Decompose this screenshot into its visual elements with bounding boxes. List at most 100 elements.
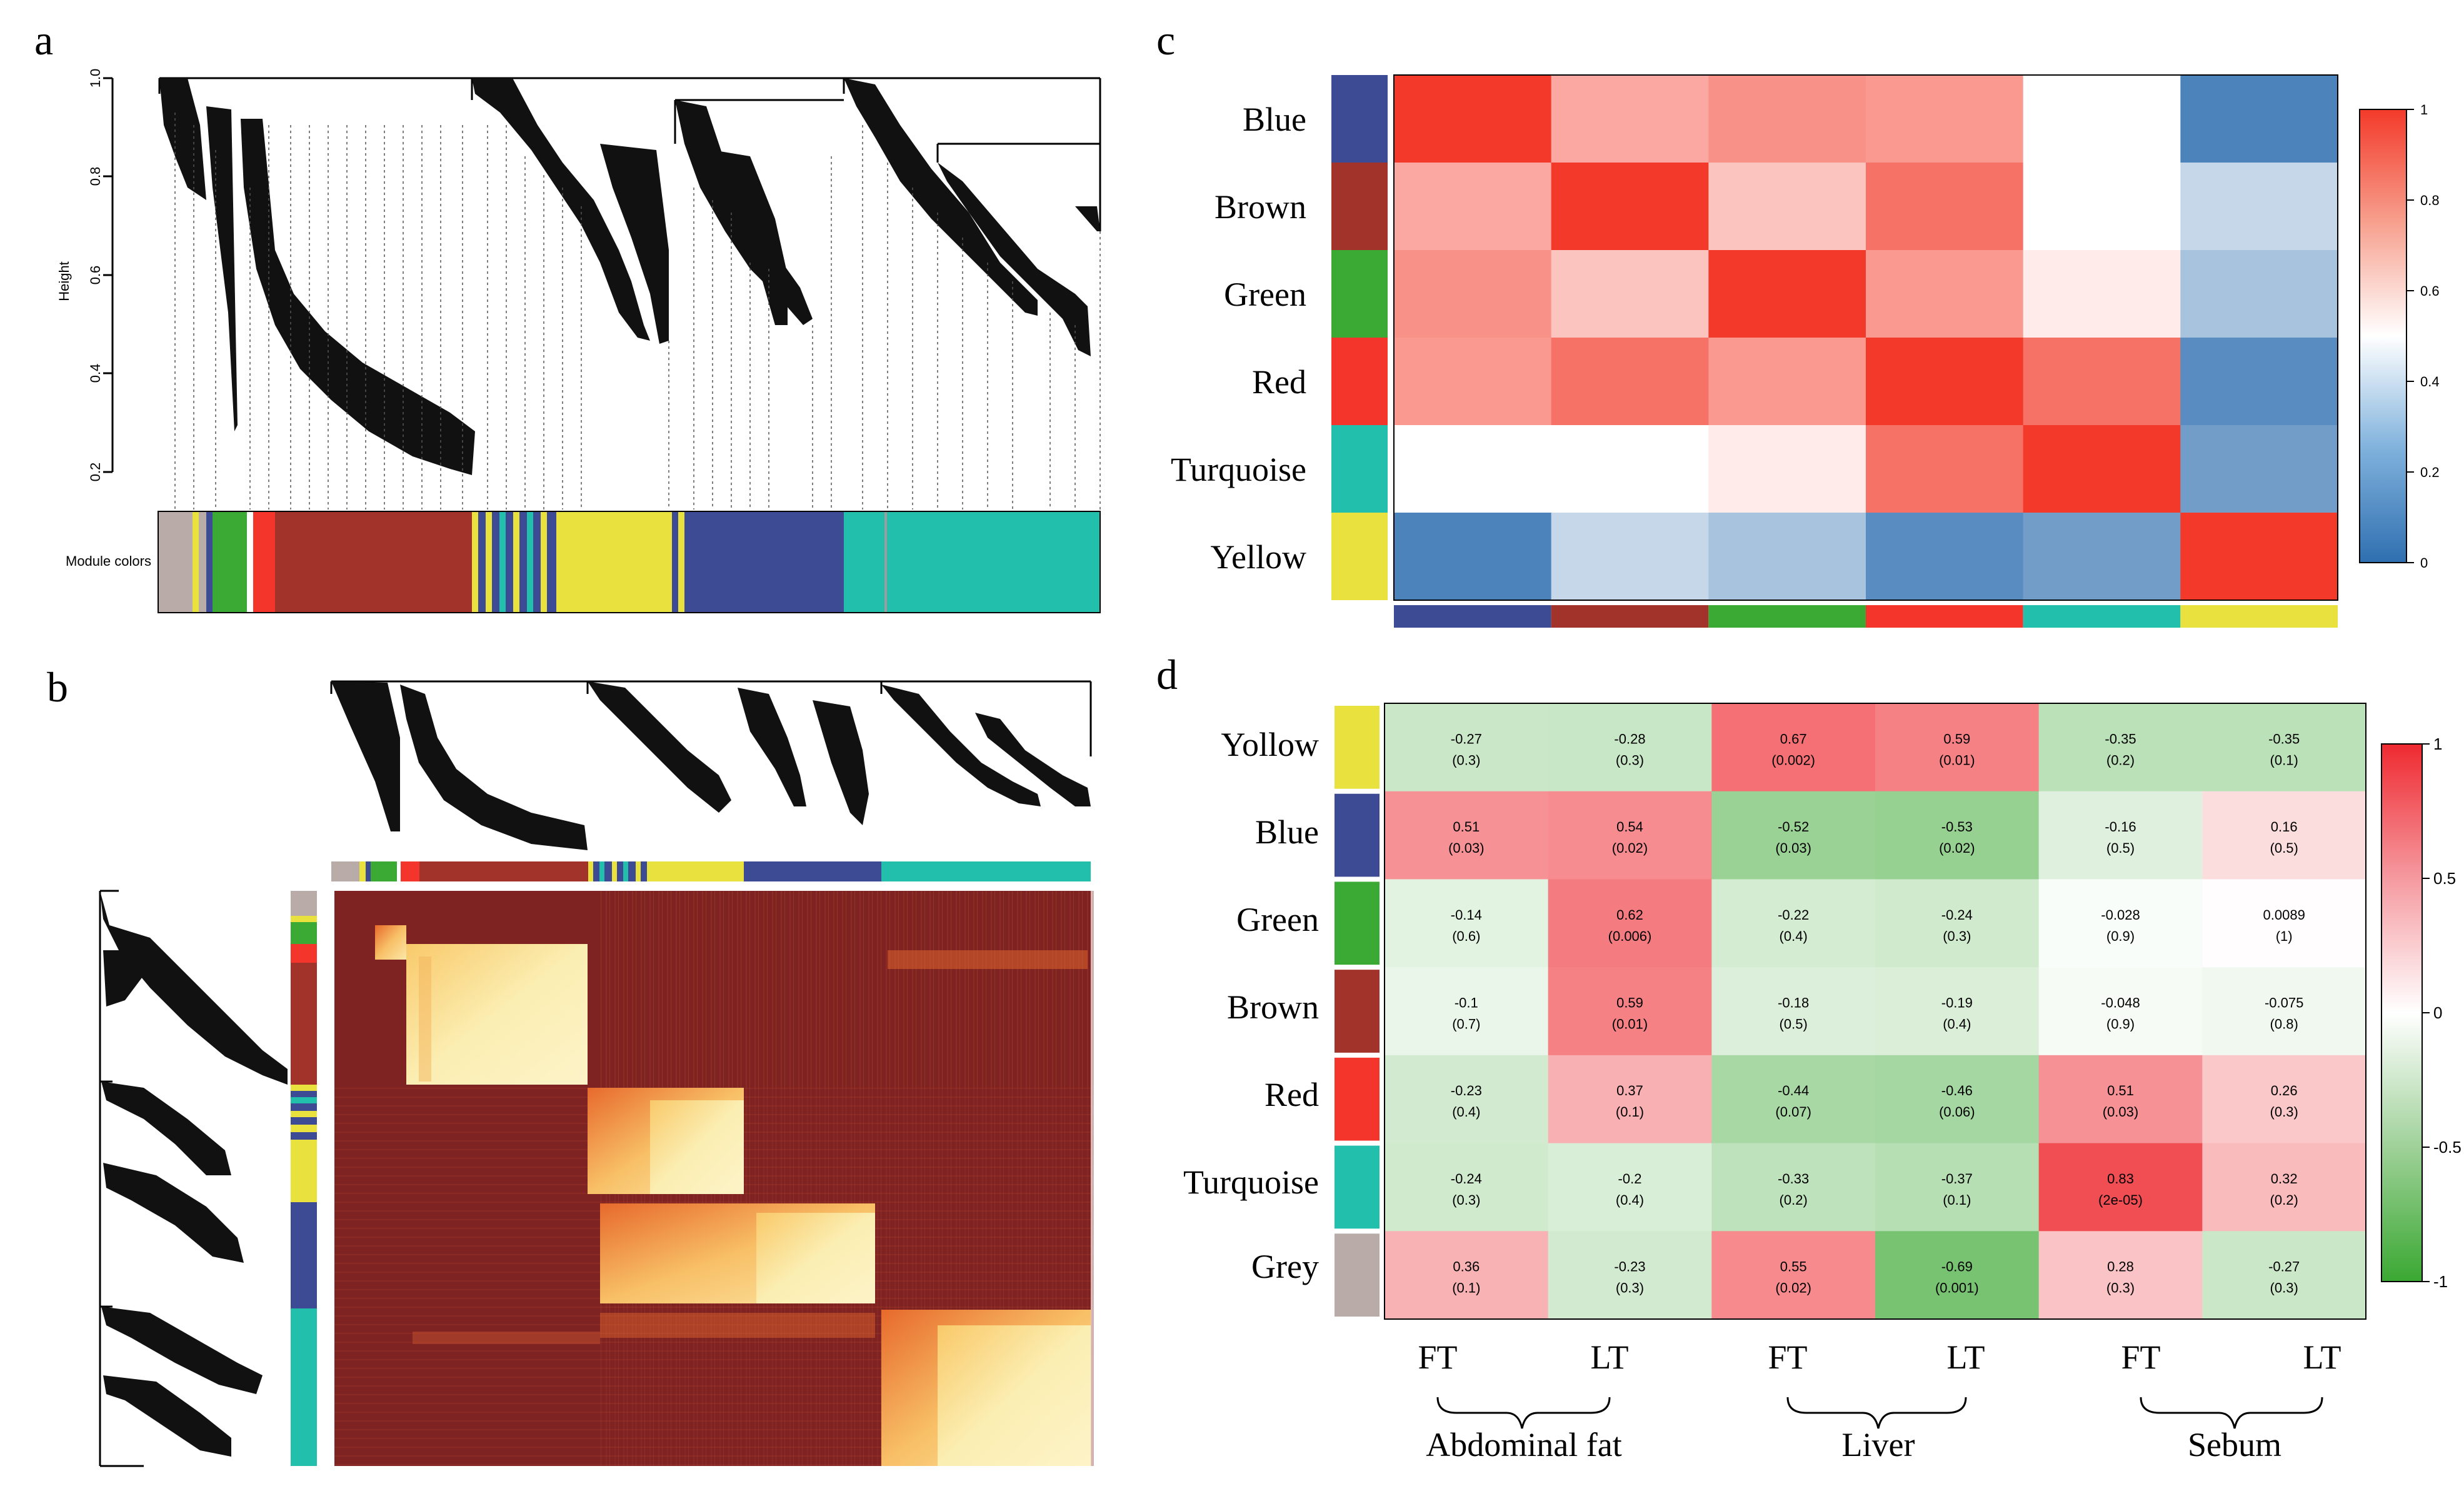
d-cell-corr-2-0: -0.14 — [1451, 907, 1482, 923]
c-colorbar — [2359, 109, 2407, 563]
d-cell-corr-1-5: 0.16 — [2271, 819, 2298, 835]
d-cell-2-4 — [2038, 879, 2203, 968]
left-module-color-bar — [291, 891, 317, 1466]
module-color-bar — [158, 511, 1100, 613]
d-cell-3-0 — [1385, 967, 1549, 1056]
d-cell-5-0 — [1385, 1143, 1549, 1232]
d-col-label-6: LT — [2303, 1338, 2341, 1376]
d-cell-corr-1-3: -0.53 — [1941, 819, 1973, 835]
c-cell-brown-red — [1866, 163, 2024, 251]
d-cell-corr-4-1: 0.37 — [1616, 1083, 1643, 1098]
d-cell-corr-4-0: -0.23 — [1451, 1083, 1482, 1098]
brace-sebum — [2140, 1397, 2323, 1429]
d-cell-pvalue-2-3: (0.3) — [1943, 928, 1971, 944]
d-cell-0-1 — [1548, 703, 1712, 792]
c-row-label-blue: Blue — [1243, 101, 1306, 138]
y-tick-label-0.4: 0.4 — [88, 364, 103, 383]
d-col-label-4: LT — [1946, 1338, 1985, 1376]
brace-liver — [1786, 1397, 1967, 1429]
d-cell-pvalue-6-0: (0.1) — [1452, 1280, 1480, 1296]
d-cell-corr-6-5: -0.27 — [2268, 1259, 2300, 1275]
dendrogram-leaves — [159, 78, 1100, 475]
d-cell-1-3 — [1875, 791, 2040, 880]
c-cell-yellow-blue — [1394, 513, 1552, 601]
d-cell-pvalue-2-1: (0.006) — [1608, 928, 1652, 944]
d-cell-pvalue-1-5: (0.5) — [2270, 840, 2298, 856]
c-cell-turquoise-red — [1866, 425, 2024, 513]
c-cell-brown-brown — [1551, 163, 1709, 251]
d-group-label-sebum: Sebum — [2187, 1426, 2281, 1463]
c-cell-brown-yellow — [2180, 163, 2338, 251]
c-col-color-green — [1708, 605, 1866, 628]
c-cell-green-red — [1866, 250, 2024, 338]
d-cell-pvalue-5-2: (0.2) — [1780, 1192, 1808, 1208]
c-colorbar-tick-label-0.2: 0.2 — [2420, 464, 2440, 480]
d-colorbar-tick-label--0.5: -0.5 — [2433, 1138, 2461, 1157]
d-cell-pvalue-4-3: (0.06) — [1939, 1104, 1975, 1120]
d-cell-2-5 — [2202, 879, 2366, 968]
y-tick-label-0.6: 0.6 — [88, 266, 103, 285]
d-cell-pvalue-3-2: (0.5) — [1780, 1017, 1808, 1032]
d-cell-pvalue-6-3: (0.001) — [1935, 1280, 1979, 1296]
top-dendrogram-leaves — [331, 681, 1091, 850]
d-cell-pvalue-4-4: (0.03) — [2103, 1104, 2138, 1120]
d-cell-corr-6-0: 0.36 — [1453, 1259, 1480, 1275]
c-cell-yellow-turquoise — [2023, 513, 2181, 601]
d-col-label-5: FT — [2121, 1338, 2161, 1376]
d-cell-6-0 — [1385, 1231, 1549, 1320]
c-colorbar-tick-label-0.8: 0.8 — [2420, 193, 2440, 208]
d-cell-pvalue-3-5: (0.8) — [2270, 1017, 2298, 1032]
c-cell-green-brown — [1551, 250, 1709, 338]
d-row-color-turquoise — [1335, 1145, 1380, 1229]
d-cell-5-2 — [1711, 1143, 1876, 1232]
leaf-drop-lines — [174, 113, 1101, 510]
d-cell-corr-3-4: -0.048 — [2101, 995, 2140, 1011]
c-cell-red-yellow — [2180, 338, 2338, 426]
d-cell-corr-2-3: -0.24 — [1941, 907, 1973, 923]
c-cell-green-blue — [1394, 250, 1552, 338]
d-cell-pvalue-0-4: (0.2) — [2106, 752, 2135, 768]
d-cell-1-4 — [2038, 791, 2203, 880]
tom-heatmap-background — [334, 891, 1091, 1466]
d-cell-pvalue-2-4: (0.9) — [2106, 928, 2135, 944]
d-cell-4-1 — [1548, 1055, 1712, 1144]
c-row-color-yellow — [1331, 513, 1388, 600]
c-row-color-brown — [1331, 163, 1388, 250]
c-cell-red-turquoise — [2023, 338, 2181, 426]
c-cell-turquoise-yellow — [2180, 425, 2338, 513]
d-cell-6-1 — [1548, 1231, 1712, 1320]
d-cell-pvalue-3-4: (0.9) — [2106, 1017, 2135, 1032]
d-cell-corr-3-1: 0.59 — [1616, 995, 1643, 1011]
d-cell-corr-5-4: 0.83 — [2107, 1171, 2134, 1187]
c-heatmap-cells — [1394, 75, 2338, 601]
c-cell-blue-blue — [1394, 75, 1552, 163]
c-cell-red-brown — [1551, 338, 1709, 426]
d-cell-1-2 — [1711, 791, 1876, 880]
c-col-color-red — [1866, 605, 2023, 628]
d-cell-1-5 — [2202, 791, 2366, 880]
c-colorbar-ticks: 0 0.2 0.4 0.6 0.8 1 — [2406, 102, 2440, 571]
c-colorbar-tick-label-0.4: 0.4 — [2420, 374, 2440, 389]
d-cell-1-1 — [1548, 791, 1712, 880]
d-cell-pvalue-5-3: (0.1) — [1943, 1192, 1971, 1208]
d-row-label-yollow: Yollow — [1221, 726, 1319, 763]
brace-abdominal-fat — [1436, 1397, 1611, 1429]
c-cell-blue-yellow — [2180, 75, 2338, 163]
d-heatmap-cells: -0.27 (0.3) -0.28 (0.3) 0.67 (0.002) 0.59 (0.01… — [1385, 703, 2366, 1320]
d-cell-corr-3-3: -0.19 — [1941, 995, 1973, 1011]
d-cell-6-2 — [1711, 1231, 1876, 1320]
c-cell-yellow-yellow — [2180, 513, 2338, 601]
d-heatmap-frame — [1384, 703, 2366, 1320]
d-cell-pvalue-4-0: (0.4) — [1452, 1104, 1480, 1120]
d-cell-corr-2-1: 0.62 — [1616, 907, 1643, 923]
d-cell-pvalue-6-5: (0.3) — [2270, 1280, 2298, 1296]
d-cell-pvalue-5-0: (0.3) — [1452, 1192, 1480, 1208]
d-cell-pvalue-0-2: (0.002) — [1771, 752, 1815, 768]
y-tick-label-0.2: 0.2 — [88, 463, 103, 482]
c-cell-turquoise-green — [1708, 425, 1866, 513]
d-cell-pvalue-5-4: (2e-05) — [2098, 1192, 2143, 1208]
d-row-label-blue: Blue — [1255, 813, 1319, 851]
c-row-label-green: Green — [1224, 276, 1306, 313]
d-cell-0-3 — [1875, 703, 2040, 792]
c-heatmap-frame — [1393, 74, 2338, 601]
